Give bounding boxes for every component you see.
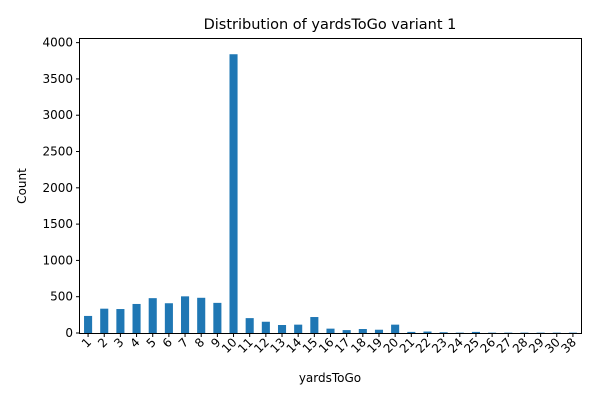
x-axis-ticks: 1 2 3 4 5 6 7 8 91011121314151617181920212223242… <box>79 333 579 356</box>
bar-10 <box>229 54 238 334</box>
x-axis-label: yardsToGo <box>299 371 361 385</box>
y-tick-label: 3500 <box>42 72 73 86</box>
bar-25 <box>471 331 480 333</box>
bar-16 <box>326 328 335 333</box>
x-tick-label: 7 <box>176 335 191 350</box>
y-tick-label: 2500 <box>42 145 73 159</box>
bar-3 <box>116 309 125 333</box>
bar-20 <box>391 324 400 333</box>
bar-21 <box>407 331 416 333</box>
bar-23 <box>439 332 448 333</box>
y-tick-label: 4000 <box>42 36 73 50</box>
plot-frame <box>79 38 582 334</box>
y-tick-label: 2000 <box>42 181 73 195</box>
bar-13 <box>277 325 287 333</box>
bar-7 <box>181 296 190 333</box>
y-tick-label: 1000 <box>42 253 73 267</box>
bar-19 <box>374 329 384 333</box>
y-axis-label: Count <box>15 168 29 204</box>
x-tick-label: 2 <box>95 335 110 350</box>
x-tick-label: 38 <box>558 335 579 356</box>
bar-17 <box>342 330 351 333</box>
x-tick-label: 4 <box>127 335 142 350</box>
bar-2 <box>100 308 109 333</box>
x-tick-label: 3 <box>111 335 126 350</box>
bar-5 <box>148 298 157 333</box>
chart-title: Distribution of yardsToGo variant 1 <box>204 17 457 33</box>
bar-18 <box>358 329 367 333</box>
x-tick-label: 6 <box>160 335 175 350</box>
bar-11 <box>245 318 254 333</box>
bar-12 <box>261 321 270 333</box>
y-tick-label: 3000 <box>42 108 73 122</box>
y-axis-ticks: 0 500 1000 1500 2000 2500 3000 3500 4000 <box>42 36 80 340</box>
bar-8 <box>197 297 206 333</box>
bar-15 <box>310 317 319 333</box>
bar-1 <box>84 315 93 333</box>
bar-6 <box>164 303 173 333</box>
y-tick-label: 500 <box>50 290 73 304</box>
y-tick-label: 1500 <box>42 217 73 231</box>
bars-group <box>84 54 577 334</box>
bar-9 <box>213 302 222 333</box>
bar-4 <box>132 303 141 333</box>
x-tick-label: 5 <box>144 335 159 350</box>
y-tick-label: 0 <box>65 326 73 340</box>
x-tick-label: 1 <box>79 335 94 350</box>
bar-22 <box>423 331 432 333</box>
bar-14 <box>294 324 303 333</box>
x-tick-label: 8 <box>192 335 207 350</box>
